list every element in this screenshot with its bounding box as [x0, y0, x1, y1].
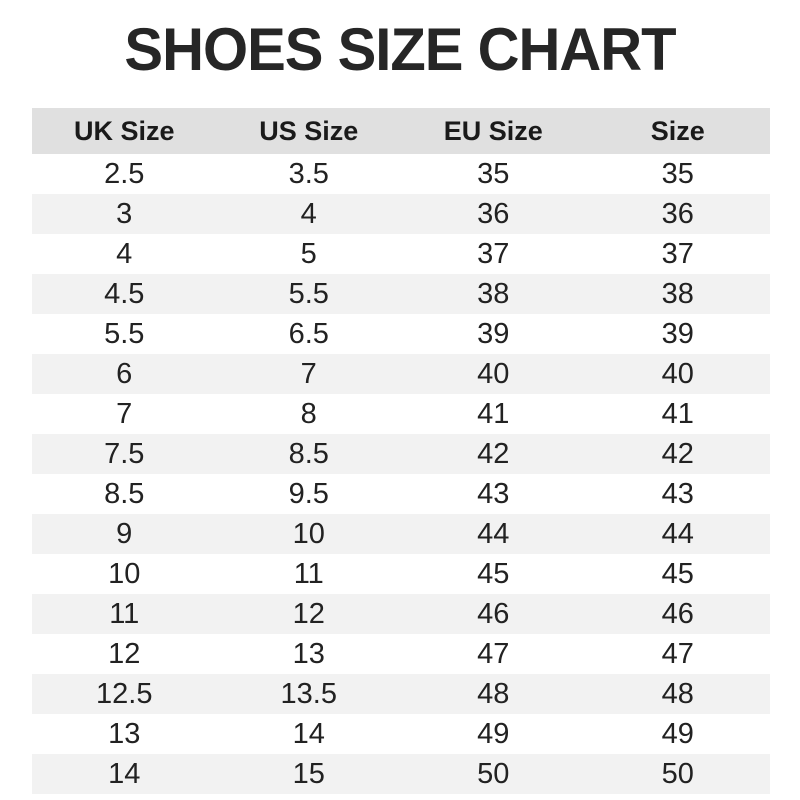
- table-cell: 7: [116, 397, 133, 430]
- header-cell-size: Size: [650, 115, 705, 146]
- table-cell: 7.5: [104, 437, 145, 470]
- table-cell: 4: [116, 237, 133, 270]
- table-cell: 48: [661, 677, 694, 710]
- table-row: 14 15 50 50: [32, 754, 770, 794]
- table-cell: 36: [661, 197, 694, 230]
- table-cell: 49: [477, 717, 510, 750]
- table-cell: 48: [477, 677, 510, 710]
- table-cell: 35: [477, 157, 510, 190]
- table-cell: 40: [477, 357, 510, 390]
- table-cell: 41: [477, 397, 510, 430]
- table-cell: 13.5: [280, 677, 337, 710]
- table-cell: 44: [661, 517, 694, 550]
- table-header-row: UK Size US Size EU Size Size: [32, 108, 770, 154]
- table-row: 10 11 45 45: [32, 554, 770, 594]
- table-cell: 42: [661, 437, 694, 470]
- table-cell: 11: [293, 557, 324, 590]
- size-chart-page: SHOES SIZE CHART UK Size US Size EU Size…: [0, 14, 800, 800]
- table-row: 12 13 47 47: [32, 634, 770, 674]
- table-cell: 37: [477, 237, 510, 270]
- header-cell-uk-size: UK Size: [73, 115, 175, 146]
- table-cell: 45: [477, 557, 510, 590]
- size-table: UK Size US Size EU Size Size 2.5 3.5 35 35 3…: [32, 108, 770, 794]
- table-cell: 39: [661, 317, 694, 350]
- table-cell: 10: [292, 517, 325, 550]
- table-row: 12.5 13.5 48 48: [32, 674, 770, 714]
- table-cell: 12: [292, 597, 325, 630]
- table-cell: 12.5: [96, 677, 153, 710]
- table-cell: 8: [300, 397, 317, 430]
- table-row: 9 10 44 44: [32, 514, 770, 554]
- table-cell: 9: [116, 517, 133, 550]
- table-cell: 14: [292, 717, 325, 750]
- table-cell: 14: [108, 757, 141, 790]
- table-cell: 5.5: [104, 317, 145, 350]
- table-row: 4 5 37 37: [32, 234, 770, 274]
- table-row: 11 12 46 46: [32, 594, 770, 634]
- header-cell-eu-size: EU Size: [443, 115, 543, 146]
- table-cell: 11: [109, 597, 140, 630]
- table-cell: 46: [477, 597, 510, 630]
- table-cell: 5.5: [288, 277, 329, 310]
- table-cell: 37: [661, 237, 694, 270]
- table-cell: 43: [661, 477, 694, 510]
- table-cell: 42: [477, 437, 510, 470]
- table-cell: 13: [292, 637, 325, 670]
- table-body: 2.5 3.5 35 35 3 4 36 36 4 5 37 37 4.5 5.5 38 38 5.5 6.5 39…: [32, 154, 770, 794]
- table-cell: 13: [108, 717, 141, 750]
- table-cell: 15: [292, 757, 325, 790]
- table-cell: 46: [661, 597, 694, 630]
- header-cell-us-size: US Size: [259, 115, 359, 146]
- table-cell: 2.5: [104, 157, 145, 190]
- table-cell: 9.5: [288, 477, 329, 510]
- table-cell: 3.5: [288, 157, 329, 190]
- table-cell: 47: [661, 637, 694, 670]
- table-cell: 35: [661, 157, 694, 190]
- table-row: 4.5 5.5 38 38: [32, 274, 770, 314]
- table-cell: 49: [661, 717, 694, 750]
- table-cell: 8.5: [288, 437, 329, 470]
- table-cell: 39: [477, 317, 510, 350]
- table-cell: 3: [116, 197, 133, 230]
- table-cell: 40: [661, 357, 694, 390]
- table-cell: 50: [477, 757, 510, 790]
- page-title: SHOES SIZE CHART: [124, 15, 676, 84]
- table-cell: 45: [661, 557, 694, 590]
- table-cell: 47: [477, 637, 510, 670]
- table-cell: 36: [477, 197, 510, 230]
- table-cell: 8.5: [104, 477, 145, 510]
- table-cell: 12: [108, 637, 141, 670]
- table-cell: 4: [300, 197, 317, 230]
- table-cell: 38: [477, 277, 510, 310]
- table-cell: 41: [661, 397, 694, 430]
- table-cell: 44: [477, 517, 510, 550]
- table-row: 7 8 41 41: [32, 394, 770, 434]
- table-cell: 6: [116, 357, 133, 390]
- table-cell: 50: [661, 757, 694, 790]
- table-cell: 7: [300, 357, 317, 390]
- table-cell: 43: [477, 477, 510, 510]
- table-cell: 4.5: [104, 277, 145, 310]
- table-cell: 5: [300, 237, 317, 270]
- table-row: 3 4 36 36: [32, 194, 770, 234]
- table-cell: 6.5: [288, 317, 329, 350]
- table-cell: 38: [661, 277, 694, 310]
- table-row: 6 7 40 40: [32, 354, 770, 394]
- table-row: 8.5 9.5 43 43: [32, 474, 770, 514]
- table-row: 13 14 49 49: [32, 714, 770, 754]
- table-row: 2.5 3.5 35 35: [32, 154, 770, 194]
- table-cell: 10: [108, 557, 141, 590]
- table-row: 7.5 8.5 42 42: [32, 434, 770, 474]
- table-row: 5.5 6.5 39 39: [32, 314, 770, 354]
